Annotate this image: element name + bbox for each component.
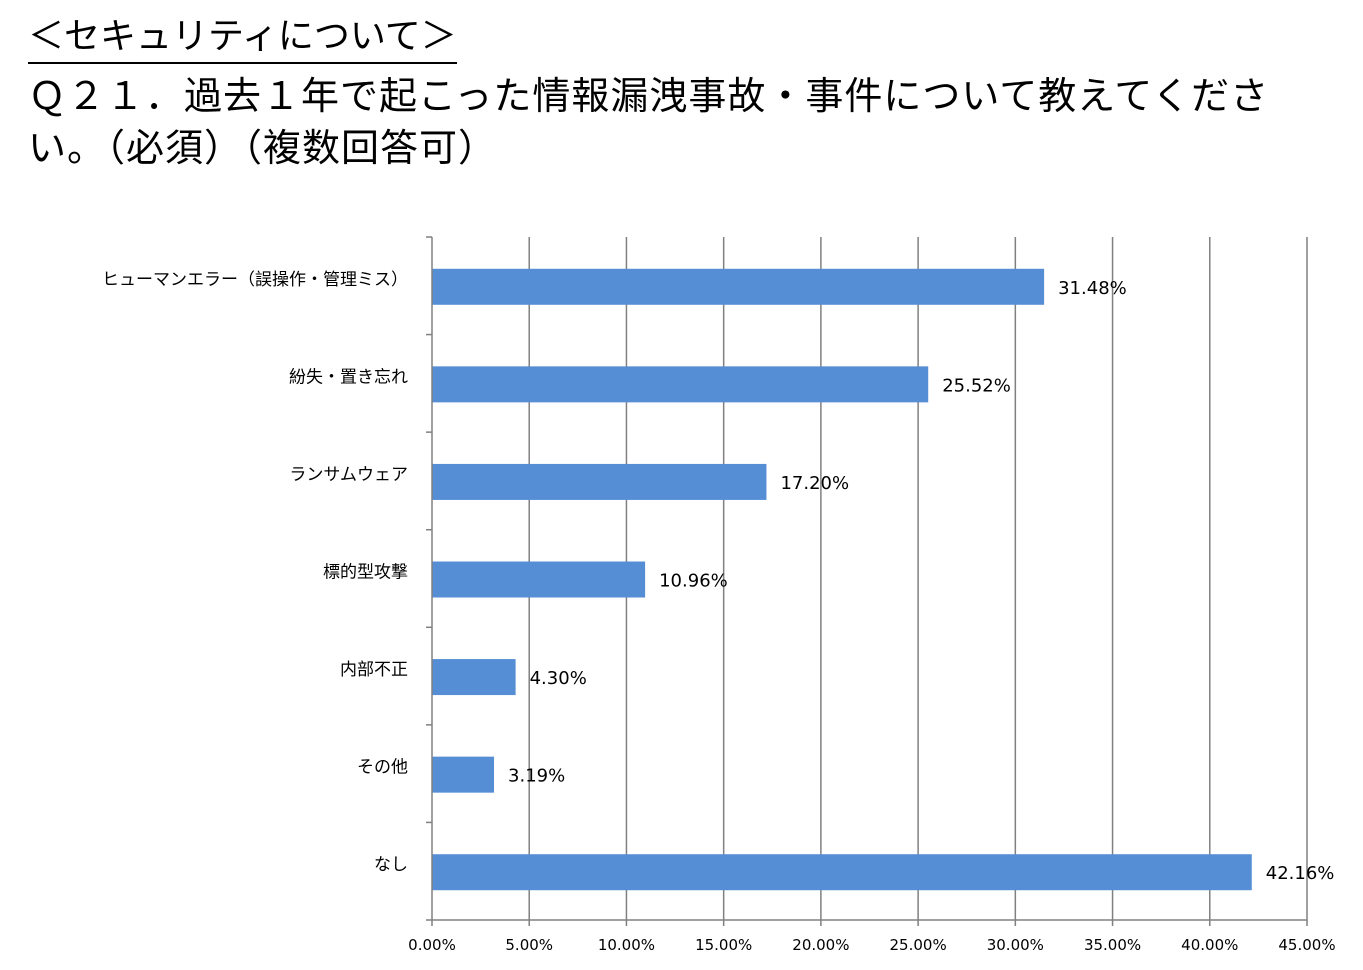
value-label: 4.30% — [530, 668, 587, 689]
x-tick-label: 10.00% — [598, 936, 655, 954]
value-label: 31.48% — [1058, 278, 1127, 299]
x-tick-label: 0.00% — [408, 936, 456, 954]
value-label: 25.52% — [942, 375, 1011, 396]
category-label: その他 — [357, 758, 408, 778]
bar — [432, 756, 495, 793]
bar — [432, 561, 646, 598]
category-label: 紛失・置き忘れ — [289, 367, 408, 387]
x-tick-label: 5.00% — [505, 936, 553, 954]
x-tick-label: 25.00% — [890, 936, 947, 954]
bar — [432, 463, 767, 500]
value-label: 3.19% — [508, 766, 565, 787]
value-label: 10.96% — [659, 571, 728, 592]
category-label: ヒューマンエラー（誤操作・管理ミス） — [102, 270, 408, 290]
category-label: 標的型攻撃 — [323, 563, 408, 583]
section-title: ＜セキュリティについて＞ — [28, 14, 457, 64]
value-label: 17.20% — [780, 473, 849, 494]
bar — [432, 659, 516, 696]
question-title: Ｑ２１．過去１年で起こった情報漏洩事故・事件について教えてください。（必須）（複… — [28, 74, 1270, 170]
x-tick-label: 15.00% — [695, 936, 752, 954]
category-label: 内部不正 — [340, 660, 408, 680]
bar — [432, 854, 1252, 891]
x-tick-label: 20.00% — [792, 936, 849, 954]
x-tick-label: 35.00% — [1084, 936, 1141, 954]
bar — [432, 366, 929, 403]
category-label: なし — [374, 855, 408, 875]
value-label: 42.16% — [1266, 863, 1335, 884]
x-tick-label: 45.00% — [1278, 936, 1335, 954]
x-tick-label: 40.00% — [1181, 936, 1238, 954]
x-tick-label: 30.00% — [987, 936, 1044, 954]
category-label: ランサムウェア — [289, 465, 408, 485]
bar — [432, 268, 1045, 305]
